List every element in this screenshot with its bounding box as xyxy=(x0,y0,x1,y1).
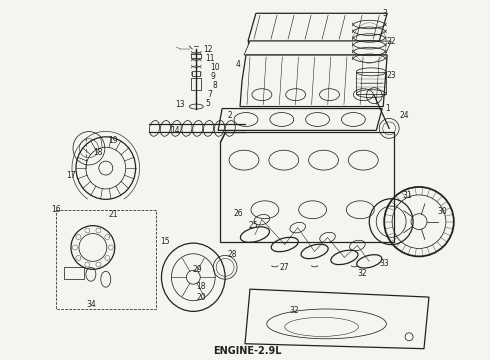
Polygon shape xyxy=(248,13,387,41)
Text: 15: 15 xyxy=(161,237,170,246)
Text: 10: 10 xyxy=(210,63,220,72)
Polygon shape xyxy=(248,41,379,49)
Text: 11: 11 xyxy=(205,54,215,63)
Text: 12: 12 xyxy=(203,45,213,54)
Text: 31: 31 xyxy=(402,192,412,201)
Text: 34: 34 xyxy=(86,300,96,309)
Text: 5: 5 xyxy=(206,99,211,108)
Text: 29: 29 xyxy=(193,265,202,274)
Text: 32: 32 xyxy=(358,269,367,278)
Text: 28: 28 xyxy=(227,250,237,259)
Text: 2: 2 xyxy=(228,111,232,120)
Text: 1: 1 xyxy=(385,104,390,113)
Bar xyxy=(191,78,201,90)
Text: 30: 30 xyxy=(437,207,447,216)
Text: 7: 7 xyxy=(208,90,213,99)
Text: 21: 21 xyxy=(109,210,119,219)
Bar xyxy=(64,267,84,279)
Polygon shape xyxy=(240,55,387,107)
Text: 3: 3 xyxy=(383,9,388,18)
Text: 16: 16 xyxy=(51,205,61,214)
Text: 13: 13 xyxy=(175,100,185,109)
Text: 18: 18 xyxy=(196,282,206,291)
Bar xyxy=(192,71,200,76)
Text: 4: 4 xyxy=(236,60,241,69)
Text: 9: 9 xyxy=(211,72,216,81)
Text: 17: 17 xyxy=(66,171,76,180)
Text: ENGINE-2.9L: ENGINE-2.9L xyxy=(213,346,281,356)
Text: 8: 8 xyxy=(213,81,218,90)
Polygon shape xyxy=(218,109,382,130)
Text: 23: 23 xyxy=(386,71,396,80)
Polygon shape xyxy=(244,41,391,55)
Bar xyxy=(191,54,201,58)
Polygon shape xyxy=(245,289,429,349)
Bar xyxy=(356,72,386,94)
Text: 22: 22 xyxy=(387,37,396,46)
Text: 19: 19 xyxy=(108,136,118,145)
Text: 26: 26 xyxy=(233,209,243,218)
Text: 33: 33 xyxy=(379,259,389,268)
Text: 18: 18 xyxy=(93,148,102,157)
Text: 27: 27 xyxy=(280,263,290,272)
Text: 24: 24 xyxy=(399,111,409,120)
Text: 25: 25 xyxy=(248,221,258,230)
Text: 20: 20 xyxy=(196,293,206,302)
Bar xyxy=(56,210,155,309)
Polygon shape xyxy=(220,132,394,242)
Text: 32: 32 xyxy=(289,306,298,315)
Text: 14: 14 xyxy=(171,126,180,135)
